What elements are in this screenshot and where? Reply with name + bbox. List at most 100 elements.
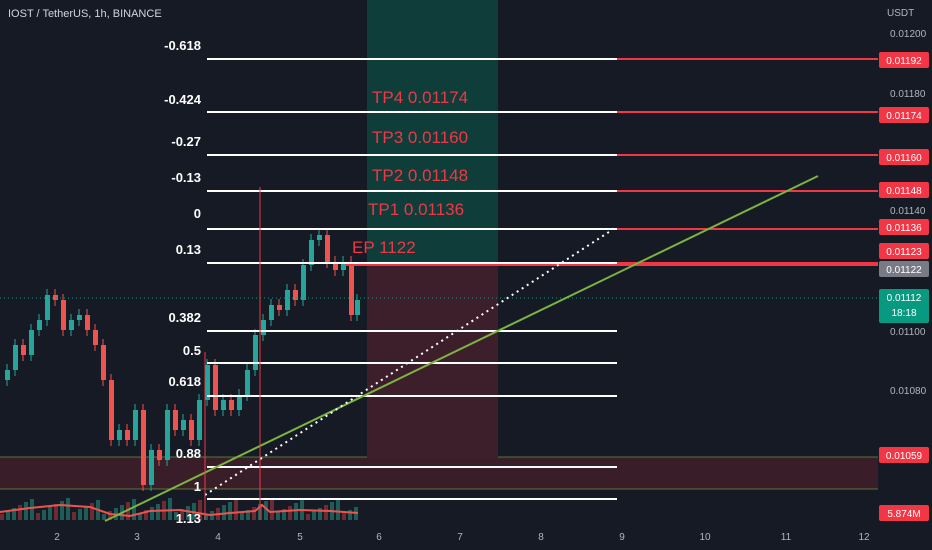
- candle-body: [29, 330, 34, 355]
- fib-level-label: 0.88: [176, 446, 201, 461]
- candle-body: [117, 430, 122, 440]
- volume-bar: [0, 514, 4, 520]
- candle-body: [141, 410, 146, 485]
- time-tick: 9: [619, 532, 625, 543]
- price-axis[interactable]: 0.012000.011800.011600.011400.011200.011…: [879, 29, 929, 521]
- candle-body: [197, 400, 202, 440]
- volume-bar: [288, 506, 292, 520]
- candle-body: [133, 410, 138, 440]
- volume-bar: [48, 507, 52, 520]
- time-tick: 12: [858, 532, 870, 543]
- time-tick: 8: [538, 532, 544, 543]
- candle-body: [149, 450, 154, 485]
- volume-bar: [84, 506, 88, 520]
- volume-bar: [186, 506, 190, 520]
- candle-body: [261, 320, 266, 335]
- target-label: TP2 0.01148: [372, 166, 468, 185]
- currency-label[interactable]: USDT: [887, 8, 915, 19]
- price-marker-label: 0.01123: [886, 247, 922, 258]
- volume-marker: [879, 505, 929, 521]
- candle-body: [325, 235, 330, 262]
- time-tick: 3: [134, 532, 140, 543]
- candle-body: [37, 320, 42, 330]
- candle-body: [349, 262, 354, 315]
- candle-body: [45, 295, 50, 320]
- candle-body: [189, 420, 194, 440]
- volume-bar: [108, 511, 112, 520]
- candle-body: [333, 262, 338, 270]
- volume-bar: [102, 514, 106, 520]
- fib-level-label: 0.382: [168, 310, 201, 325]
- time-tick: 11: [781, 532, 792, 543]
- candles: [5, 229, 360, 491]
- volume-bar: [42, 510, 46, 520]
- volume-bar: [282, 509, 286, 520]
- volume-bar: [54, 504, 58, 520]
- volume-bar: [36, 513, 40, 520]
- candle-body: [253, 335, 258, 370]
- candle-body: [181, 420, 186, 430]
- price-marker-label: 0.01160: [886, 153, 922, 164]
- candle-body: [317, 235, 322, 240]
- candle-body: [21, 345, 26, 355]
- candle-body: [93, 330, 98, 345]
- volume-bar: [198, 500, 202, 520]
- fib-level-label: -0.424: [164, 92, 202, 107]
- candle-body: [229, 400, 234, 410]
- candle-body: [77, 315, 82, 320]
- candle-body: [277, 305, 282, 310]
- fib-level-label: -0.618: [164, 38, 201, 53]
- fib-level-label: 1: [194, 479, 201, 494]
- price-tick: 0.01180: [890, 89, 926, 100]
- candle-body: [173, 410, 178, 430]
- candle-body: [101, 345, 106, 380]
- fib-level-label: 1.13: [176, 511, 201, 526]
- candle-body: [157, 450, 162, 460]
- time-axis[interactable]: 2 3 4 5 6 7 8 9 10 11 12: [54, 532, 870, 543]
- candle-body: [85, 315, 90, 330]
- candle-body: [285, 290, 290, 310]
- candle-body: [341, 262, 346, 270]
- target-label: TP1 0.01136: [368, 200, 464, 219]
- candle-body: [165, 410, 170, 460]
- volume-bar: [348, 510, 352, 520]
- volume-bar: [78, 509, 82, 520]
- volume-bar: [324, 505, 328, 520]
- price-marker-label: 0.01136: [886, 223, 922, 234]
- volume-bar: [204, 514, 208, 520]
- target-label: TP3 0.01160: [372, 128, 468, 147]
- fib-level-label: -0.13: [171, 170, 201, 185]
- volume-bar: [168, 498, 172, 520]
- volume-bar: [126, 502, 130, 520]
- volume-bar: [252, 507, 256, 520]
- price-marker-label: 0.01192: [886, 56, 922, 67]
- volume-bar: [336, 499, 340, 520]
- price-marker: [879, 243, 929, 259]
- candle-countdown: 18:18: [891, 308, 916, 319]
- candle-body: [109, 380, 114, 440]
- time-tick: 7: [457, 532, 463, 543]
- candle-body: [61, 300, 66, 330]
- fib-level-label: -0.27: [171, 134, 201, 149]
- price-marker: [879, 219, 929, 235]
- volume-bar: [18, 505, 22, 520]
- symbol-title[interactable]: IOST / TetherUS, 1h, BINANCE: [8, 8, 162, 20]
- candle-body: [355, 300, 360, 315]
- price-marker-label: 0.01112: [887, 293, 922, 304]
- fib-level-label: 0: [194, 206, 201, 221]
- support-zone: [0, 457, 878, 489]
- fib-level-label: 0.13: [176, 242, 201, 257]
- candle-body: [5, 370, 10, 380]
- volume-bar: [246, 510, 250, 520]
- time-tick: 5: [297, 532, 303, 543]
- volume-bar: [294, 503, 298, 520]
- volume-bar: [24, 502, 28, 520]
- fib-level-label: 0.618: [168, 374, 201, 389]
- candle-body: [221, 400, 226, 410]
- candle-body: [301, 265, 306, 300]
- price-tick: 0.01080: [890, 386, 927, 397]
- candle-body: [309, 240, 314, 265]
- volume-bar: [30, 499, 34, 520]
- volume-bar: [312, 511, 316, 520]
